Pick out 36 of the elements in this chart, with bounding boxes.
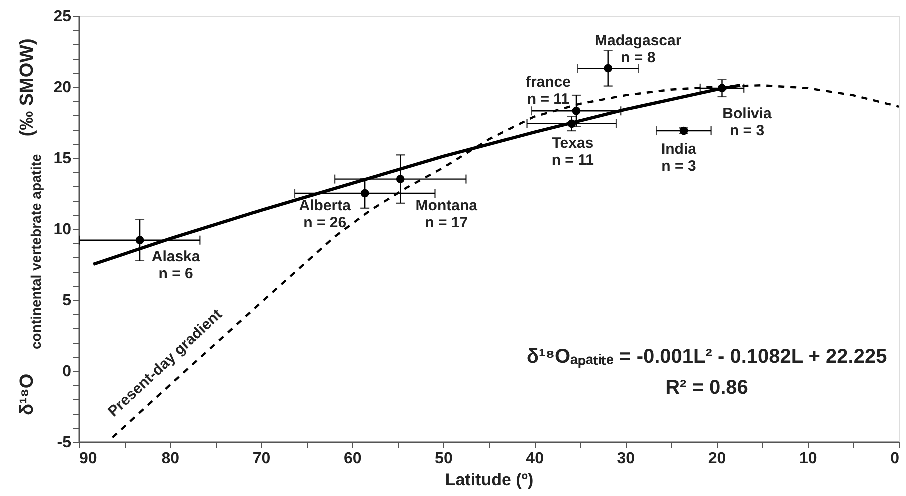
point: [396, 175, 405, 184]
point: [360, 189, 370, 198]
x-tick-label: 20: [708, 450, 726, 468]
x-tick-label: 60: [344, 450, 362, 468]
annotation: Madagascar n = 8: [594, 32, 682, 67]
annotation: Bolivia n = 3: [722, 105, 772, 140]
x-tick-label: 30: [617, 450, 636, 468]
x-axis-title: Latitude (º): [445, 470, 534, 490]
y-tick-label: 25: [54, 8, 72, 26]
x-tick-label: 70: [252, 450, 271, 468]
point: [604, 64, 613, 73]
y-tick-label: -5: [57, 434, 72, 452]
annotation: δ¹⁸Oₐₚₐₜᵢₜₑ = -0.001L² - 0.1082L + 22.225: [526, 346, 888, 369]
text: δ¹⁸Ocontinental vertebrate apatite (‰ SMOW): [17, 38, 44, 416]
x-tick-label: 10: [799, 450, 818, 468]
y-tick-label: 5: [62, 292, 72, 310]
x-tick-label: 0: [890, 450, 900, 468]
annotation: R² = 0.86: [666, 377, 748, 399]
y-tick-label: 20: [54, 80, 72, 96]
point: [572, 106, 581, 116]
point: [136, 236, 144, 245]
x-tick-label: 90: [80, 450, 98, 468]
y-tick-label: 10: [54, 222, 72, 238]
annotation: Alberta n = 26: [299, 198, 352, 232]
point: [718, 84, 726, 93]
annotation: Alaska n = 6: [152, 248, 201, 282]
x-tick-label: 50: [435, 450, 453, 468]
x-tick-label: 40: [526, 450, 544, 468]
annotation: france n = 11: [526, 74, 571, 108]
annotation: Texas n = 11: [552, 134, 594, 169]
y-tick-label: 15: [54, 150, 72, 168]
y-tick-label: 0: [62, 364, 72, 380]
annotation: India n = 3: [661, 141, 698, 176]
point: [568, 120, 576, 128]
x-tick-label: 80: [162, 450, 180, 468]
annotation: Montana n = 17: [416, 197, 478, 232]
